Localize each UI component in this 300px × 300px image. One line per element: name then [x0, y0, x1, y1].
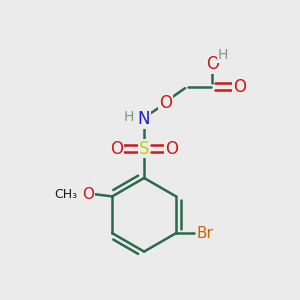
Text: N: N	[138, 110, 150, 128]
Text: O: O	[233, 78, 246, 96]
Text: O: O	[159, 94, 172, 112]
Text: O: O	[165, 140, 178, 158]
Text: H: H	[124, 110, 134, 124]
Text: O: O	[206, 55, 219, 73]
Text: S: S	[139, 140, 149, 158]
Text: Br: Br	[196, 226, 213, 241]
Text: O: O	[110, 140, 123, 158]
Text: H: H	[218, 48, 228, 62]
Text: O: O	[82, 187, 94, 202]
Text: CH₃: CH₃	[55, 188, 78, 200]
